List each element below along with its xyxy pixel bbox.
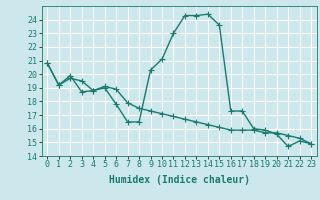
X-axis label: Humidex (Indice chaleur): Humidex (Indice chaleur) [109, 175, 250, 185]
